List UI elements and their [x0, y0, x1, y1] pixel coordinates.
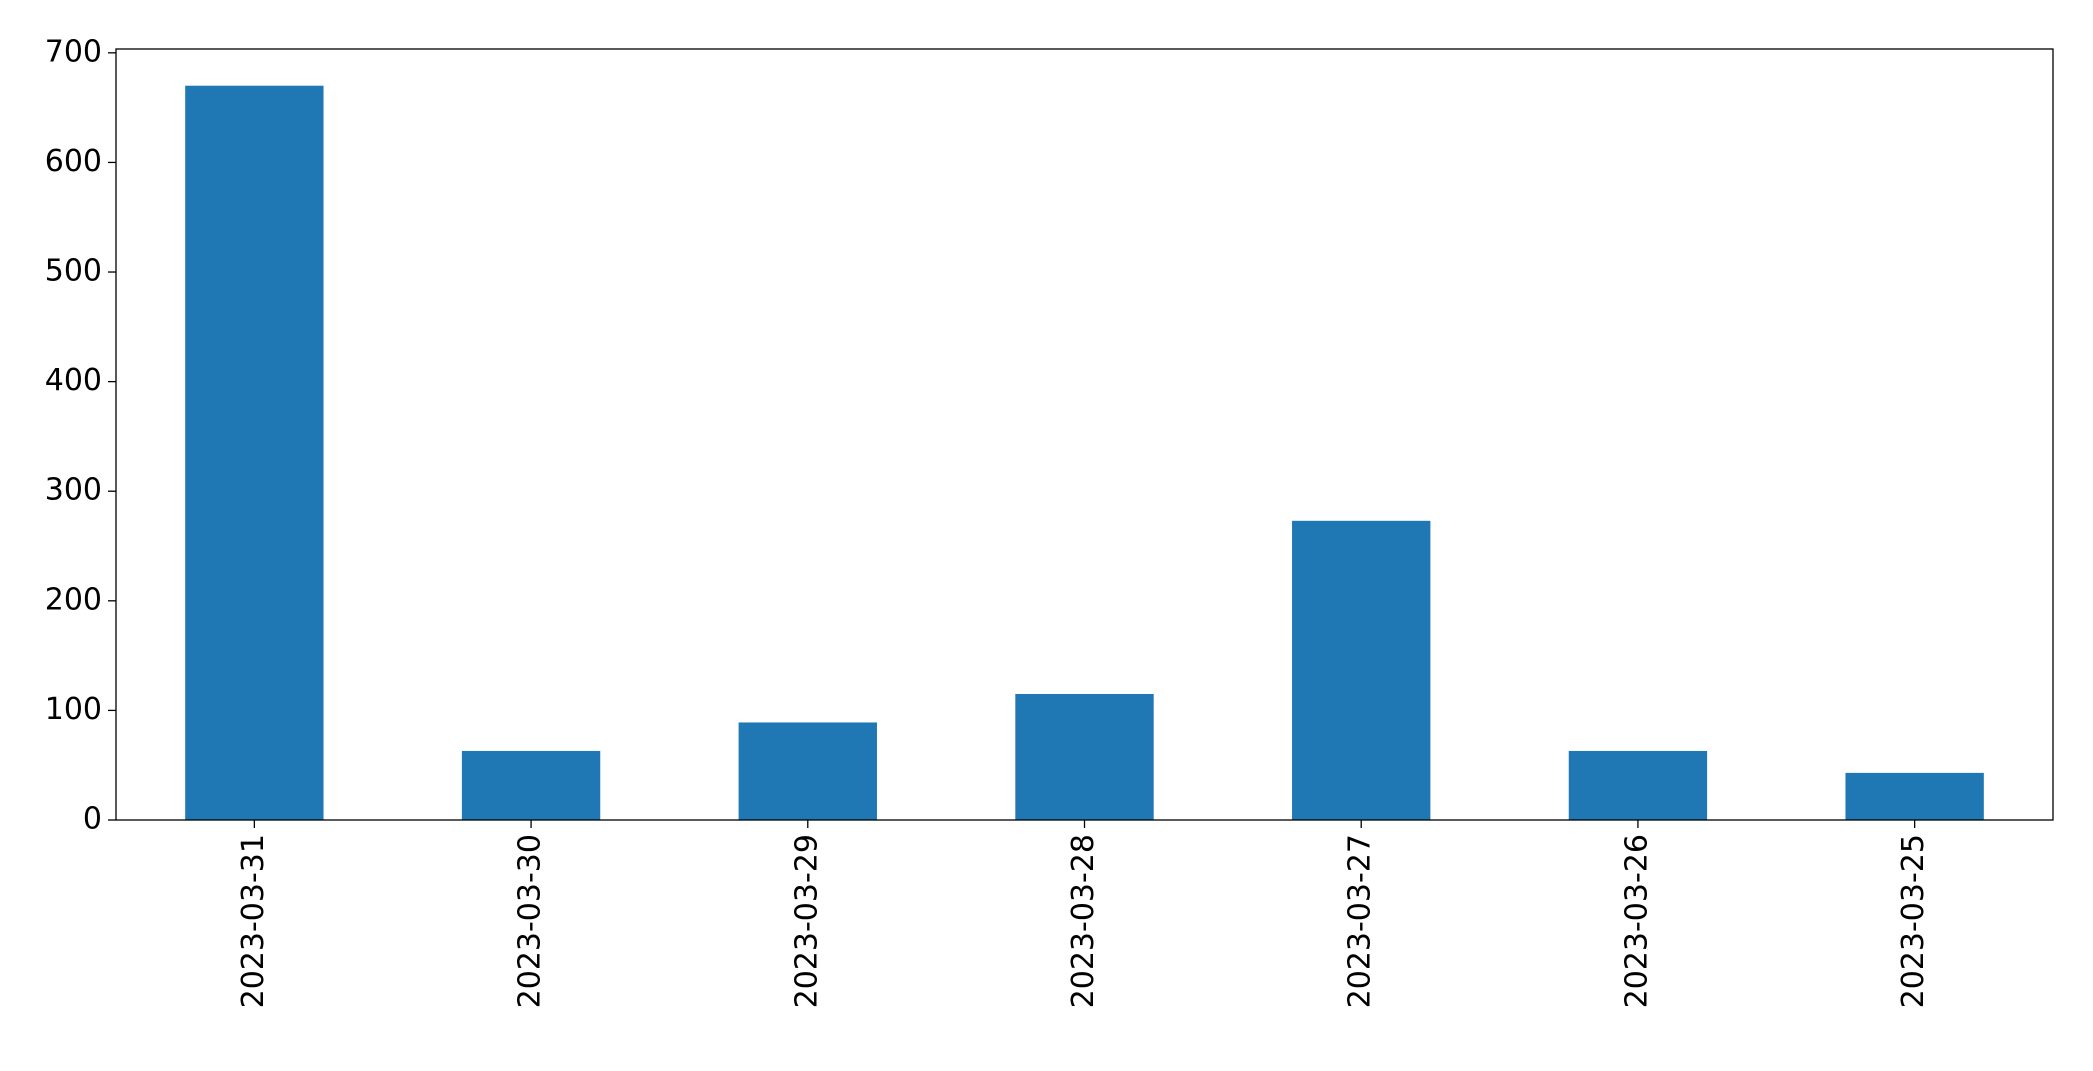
x-tick-label: 2023-03-30 [513, 834, 548, 1008]
y-tick-label: 400 [45, 363, 102, 398]
bar [461, 750, 601, 820]
y-tick-label: 0 [83, 802, 102, 837]
bar [738, 722, 877, 820]
x-tick-label: 2023-03-29 [789, 834, 824, 1008]
bar [1568, 750, 1708, 820]
x-tick-label: 2023-03-28 [1066, 834, 1101, 1008]
y-tick-label: 500 [45, 254, 102, 289]
y-tick-label: 200 [45, 582, 102, 617]
bar [1845, 772, 1984, 820]
x-tick-label: 2023-03-25 [1896, 834, 1931, 1008]
y-tick-label: 300 [45, 473, 102, 508]
y-tick-label: 700 [45, 34, 102, 69]
bar [1015, 693, 1154, 820]
bar [185, 85, 324, 820]
x-tick-label: 2023-03-31 [236, 834, 271, 1008]
axes-frame [115, 48, 2054, 821]
x-tick-label: 2023-03-27 [1343, 834, 1378, 1008]
x-tick-label: 2023-03-26 [1619, 834, 1654, 1008]
bar [1292, 520, 1431, 820]
y-tick-label: 600 [45, 144, 102, 179]
y-tick-label: 100 [45, 692, 102, 727]
